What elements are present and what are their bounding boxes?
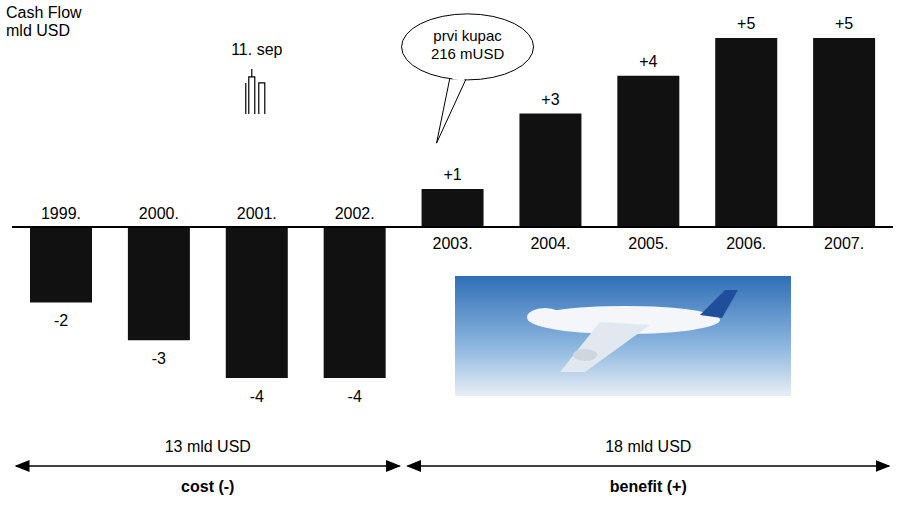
svg-text:+5: +5 (835, 15, 853, 32)
svg-text:216 mUSD: 216 mUSD (431, 45, 505, 62)
svg-text:mld USD: mld USD (6, 22, 70, 39)
svg-text:13 mld USD: 13 mld USD (165, 438, 251, 455)
svg-text:2002.: 2002. (335, 205, 375, 222)
svg-text:2007.: 2007. (824, 235, 864, 252)
svg-text:+4: +4 (639, 53, 657, 70)
svg-text:+3: +3 (541, 91, 559, 108)
svg-text:benefit (+): benefit (+) (610, 478, 687, 495)
svg-text:-4: -4 (250, 388, 264, 405)
svg-text:cost (-): cost (-) (181, 478, 234, 495)
svg-text:Cash Flow: Cash Flow (6, 4, 82, 21)
svg-text:+5: +5 (737, 15, 755, 32)
svg-text:2003.: 2003. (433, 235, 473, 252)
svg-text:2001.: 2001. (237, 205, 277, 222)
svg-text:2004.: 2004. (530, 235, 570, 252)
svg-text:+1: +1 (443, 166, 461, 183)
svg-text:2005.: 2005. (628, 235, 668, 252)
svg-text:11. sep: 11. sep (231, 41, 282, 58)
svg-text:1999.: 1999. (41, 205, 81, 222)
svg-text:-2: -2 (54, 312, 68, 329)
svg-text:2000.: 2000. (139, 205, 179, 222)
svg-text:-3: -3 (152, 350, 166, 367)
svg-text:2006.: 2006. (726, 235, 766, 252)
svg-text:prvi kupac: prvi kupac (433, 27, 502, 44)
svg-text:18 mld USD: 18 mld USD (605, 438, 691, 455)
svg-text:-4: -4 (348, 388, 362, 405)
